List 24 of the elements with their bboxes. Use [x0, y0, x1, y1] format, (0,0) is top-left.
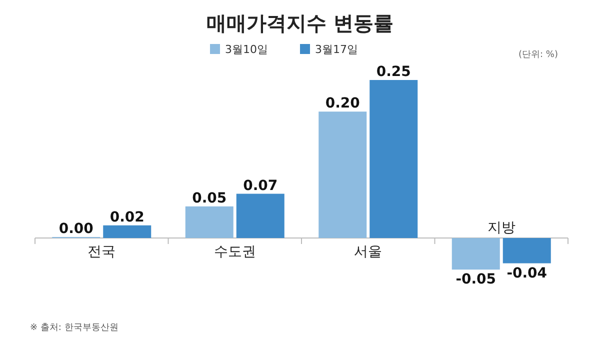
data-label: 0.05: [192, 190, 227, 206]
data-label: 0.07: [243, 178, 278, 194]
text: (단위: %): [518, 50, 558, 60]
x-tick-label: 지방: [487, 220, 516, 236]
bar: [236, 194, 284, 238]
data-label: 0.02: [110, 209, 144, 226]
x-tick-label: 전국: [88, 244, 116, 260]
bar: [318, 112, 367, 238]
legend-label: 3월17일: [315, 43, 358, 56]
text: ※ 출처: 한국부동산원: [30, 323, 118, 333]
legend-label: 3월10일: [225, 43, 268, 56]
data-label: -0.05: [456, 272, 496, 288]
bar: [103, 225, 152, 238]
data-label: 0.20: [325, 96, 360, 112]
chart-title: 매매가격지수 변동률: [206, 11, 394, 35]
bar: [185, 206, 234, 238]
bar: [452, 238, 500, 270]
bar: [502, 238, 551, 264]
data-label: -0.04: [506, 265, 548, 282]
bar: [370, 80, 418, 238]
x-tick-label: 수도권: [214, 244, 256, 260]
x-tick-label: 서울: [354, 244, 382, 260]
data-label: 0.25: [376, 64, 411, 80]
data-label: 0.00: [58, 221, 94, 237]
